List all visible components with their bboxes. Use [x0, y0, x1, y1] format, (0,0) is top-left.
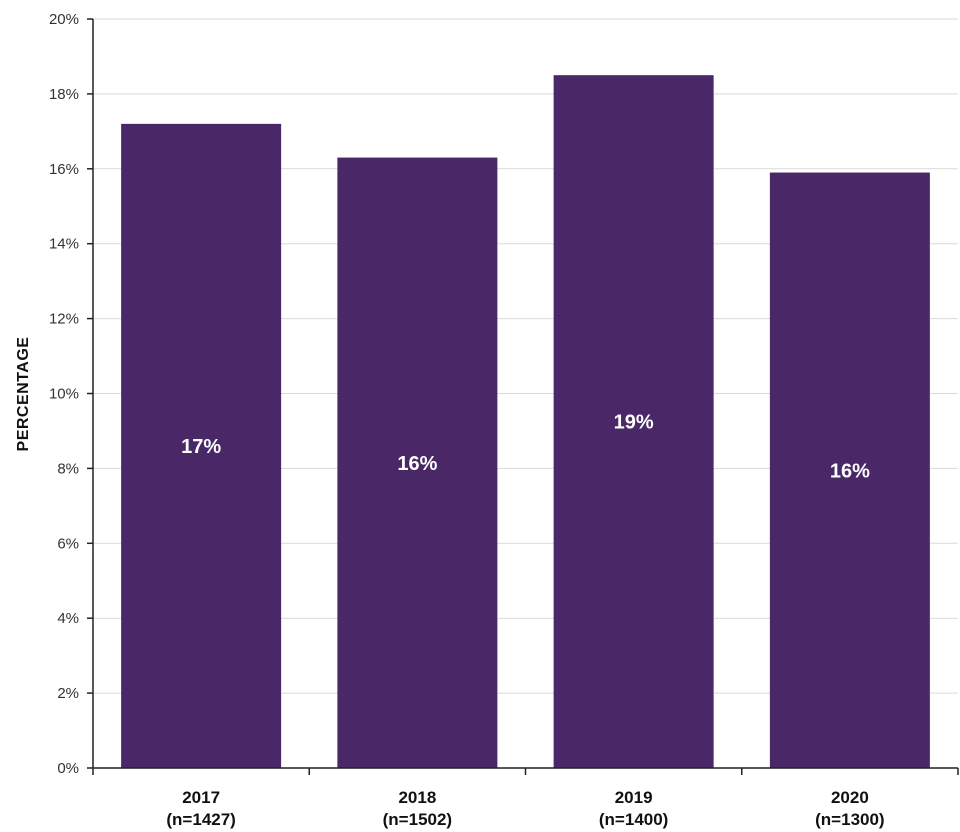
y-tick-label: 2% — [57, 685, 79, 702]
x-tick-sublabel: (n=1427) — [166, 810, 235, 829]
y-axis-title: PERCENTAGE — [15, 337, 32, 452]
y-tick-label: 16% — [49, 161, 79, 178]
data-label: 16% — [397, 453, 437, 475]
bar — [121, 123, 282, 769]
y-tick-label: 8% — [57, 460, 79, 477]
y-tick-label: 12% — [49, 311, 79, 328]
data-labels: 17% 16% 19% 16% — [181, 412, 870, 483]
axes — [87, 18, 959, 775]
y-tick-label: 4% — [57, 610, 79, 627]
x-tick-sublabel: (n=1502) — [383, 810, 452, 829]
x-tick-label: 2019 — [615, 788, 653, 807]
x-tick-label: 2020 — [831, 788, 869, 807]
bar — [553, 75, 714, 769]
y-tick-label: 20% — [49, 11, 79, 28]
y-tick-label: 14% — [49, 236, 79, 253]
x-tick-sublabel: (n=1300) — [815, 810, 884, 829]
x-tick-sublabel: (n=1400) — [599, 810, 668, 829]
x-tick-label: 2018 — [398, 788, 436, 807]
y-tick-label: 0% — [57, 760, 79, 777]
data-label: 19% — [614, 412, 654, 434]
data-label: 16% — [830, 460, 870, 482]
bars — [121, 75, 930, 769]
bar — [337, 157, 498, 768]
y-tick-label: 18% — [49, 86, 79, 103]
y-tick-label: 10% — [49, 386, 79, 403]
y-tick-labels: 0% 2% 4% 6% 8% 10% 12% 14% 16% 18% 20% — [49, 11, 79, 777]
x-tick-labels: 2017 (n=1427) 2018 (n=1502) 2019 (n=1400) 2020… — [166, 788, 884, 829]
x-tick-label: 2017 — [182, 788, 220, 807]
data-label: 17% — [181, 436, 221, 458]
y-tick-label: 6% — [57, 535, 79, 552]
bar — [769, 172, 930, 769]
